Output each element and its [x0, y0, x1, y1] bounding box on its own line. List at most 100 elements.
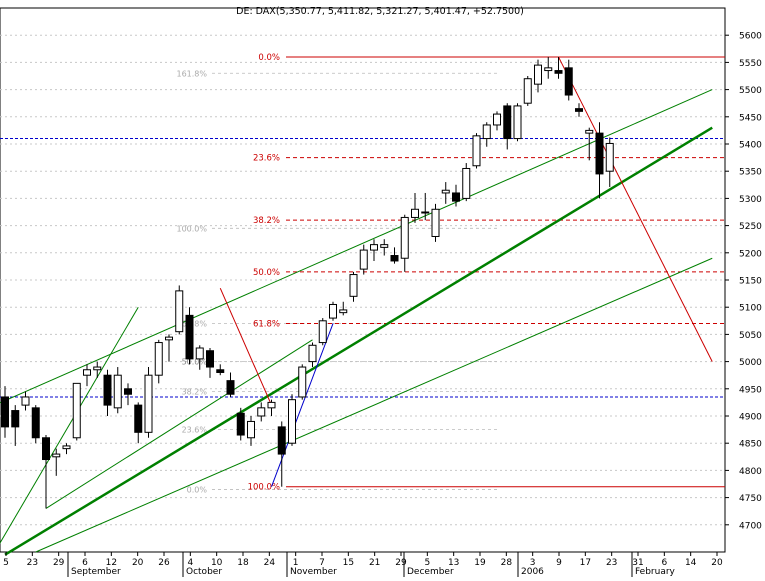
trend-line [0, 306, 139, 545]
candle-body [523, 78, 532, 104]
candle-body [298, 366, 307, 398]
x-day-label: 19 [474, 558, 486, 568]
y-tick-label: 5350 [739, 168, 762, 178]
fib-left-label: 100.0% [176, 224, 207, 233]
candle-body [134, 404, 143, 433]
candle-body [247, 420, 255, 439]
x-day-label: 10 [211, 558, 223, 568]
candle-body [585, 129, 594, 134]
x-day-label: 14 [685, 558, 697, 568]
y-tick-label: 4750 [739, 494, 762, 504]
candle-body [544, 67, 553, 72]
fib-left-label: 38.2% [182, 388, 208, 397]
chart-title: DE: DAX(5,350.77, 5,411.82, 5,321.27, 5,… [236, 6, 524, 17]
candle-body [21, 396, 30, 406]
y-tick-label: 5000 [739, 358, 762, 368]
trend-line [4, 126, 713, 556]
candle-body [185, 314, 194, 360]
candle-body [595, 132, 604, 175]
candle-body [400, 216, 409, 259]
candle-body [308, 344, 317, 363]
candle-body [482, 124, 491, 140]
y-tick-label: 4800 [739, 467, 762, 477]
candle-body [431, 208, 440, 237]
x-day-label: 5 [3, 558, 9, 568]
candle-body [144, 374, 153, 433]
candle-body [564, 67, 573, 96]
x-day-label: 28 [501, 558, 513, 568]
trend-line [558, 56, 713, 362]
candle-body [339, 309, 348, 314]
candle-body [472, 135, 481, 167]
candle-body [493, 113, 501, 126]
fib-left-label: 50.0% [182, 358, 208, 367]
candle-body [206, 350, 214, 368]
fib-left-label: 61.8% [182, 320, 208, 329]
x-day-label: 23 [27, 558, 38, 568]
y-tick-label: 5450 [739, 113, 762, 123]
candle-body [216, 369, 225, 373]
y-tick-label: 5200 [739, 249, 762, 259]
fib-left-label: 161.8% [176, 69, 207, 78]
y-tick-label: 4950 [739, 385, 762, 395]
candle-body [31, 407, 40, 439]
x-month-label: October [186, 567, 222, 577]
x-day-label: 29 [395, 558, 407, 568]
trend-line [45, 339, 313, 509]
candle-body [288, 399, 296, 444]
trend-line [35, 257, 713, 553]
fib-left-label: 0.0% [187, 485, 208, 494]
candle-body [42, 437, 50, 461]
candle-body [318, 320, 327, 344]
x-day-label: 6 [661, 558, 667, 568]
fib-right-label: 0.0% [258, 53, 280, 63]
candle-body [452, 192, 460, 202]
x-day-label: 9 [556, 558, 562, 568]
x-day-label: 20 [711, 558, 723, 568]
trend-line [0, 89, 713, 404]
x-day-label: 31 [632, 558, 643, 568]
y-tick-label: 5100 [739, 304, 762, 314]
x-month-label: 2006 [521, 567, 544, 577]
candle-body [534, 64, 542, 85]
candle-body [257, 407, 266, 417]
candle-body [11, 410, 20, 428]
x-day-label: 24 [264, 558, 276, 568]
y-tick-label: 5600 [739, 32, 762, 42]
fib-right-label: 61.8% [253, 320, 280, 330]
y-tick-label: 5300 [739, 195, 762, 205]
x-day-label: 18 [237, 558, 249, 568]
candle-body [462, 167, 471, 199]
candle-body [605, 142, 614, 172]
candle-body [421, 211, 430, 214]
candle-body [113, 374, 122, 409]
y-tick-label: 4900 [739, 413, 762, 423]
candle-body [277, 426, 286, 455]
x-month-label: November [290, 567, 337, 577]
x-day-label: 15 [343, 558, 354, 568]
fib-left-label: 23.6% [182, 426, 208, 435]
y-tick-label: 5550 [739, 59, 762, 69]
y-tick-label: 5400 [739, 141, 762, 151]
x-day-label: 4 [187, 558, 193, 568]
x-day-label: 21 [369, 558, 380, 568]
fib-right-label: 23.6% [253, 154, 280, 164]
candle-body [83, 369, 91, 376]
candle-body [503, 105, 512, 140]
x-day-label: 17 [580, 558, 591, 568]
candle-body [575, 108, 583, 112]
fib-right-label: 50.0% [253, 268, 280, 278]
y-tick-label: 5500 [739, 86, 762, 96]
candle-body [195, 347, 204, 360]
x-day-label: 1 [293, 558, 299, 568]
x-day-label: 7 [319, 558, 325, 568]
candle-body [370, 244, 378, 251]
x-day-label: 23 [606, 558, 617, 568]
candle-body [380, 244, 389, 248]
x-day-label: 3 [530, 558, 536, 568]
candle-body [226, 380, 235, 395]
fib-right-label: 100.0% [248, 483, 280, 493]
candle-body [1, 396, 9, 428]
